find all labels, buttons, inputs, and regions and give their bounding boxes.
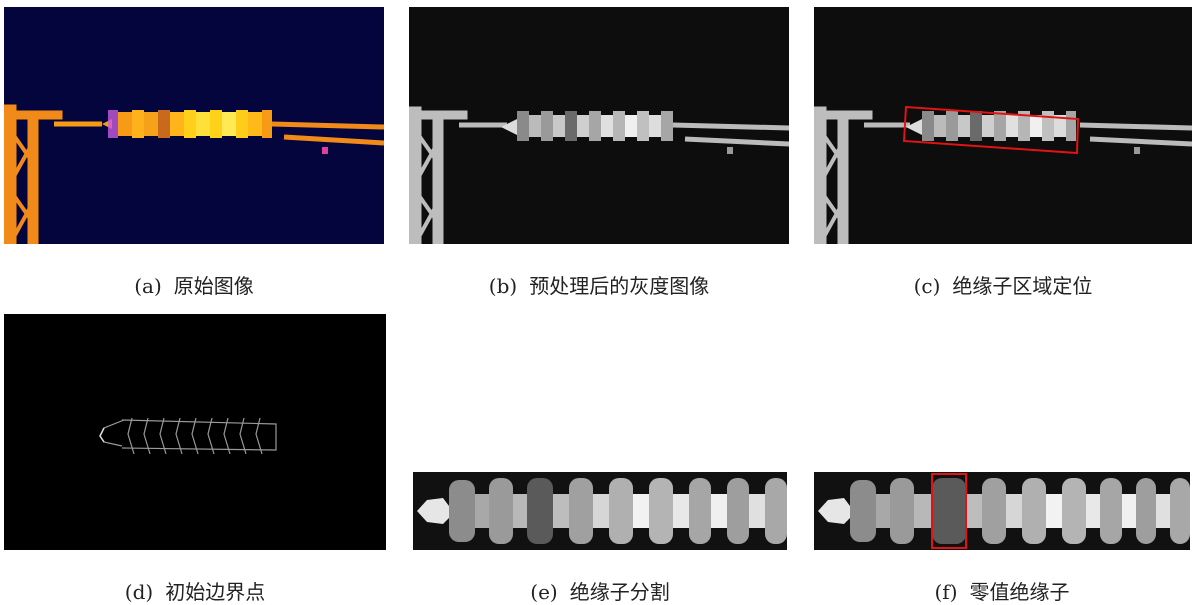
panel-c-image [814, 7, 1192, 244]
caption-e-text: 绝缘子分割 [569, 580, 670, 604]
panel-f-image [814, 472, 1190, 550]
caption-c: (c) 绝缘子区域定位 [814, 270, 1192, 299]
caption-a: (a) 原始图像 [4, 270, 384, 299]
caption-a-tag: (a) [134, 274, 162, 298]
caption-b-tag: (b) [488, 274, 518, 298]
caption-e: (e) 绝缘子分割 [413, 576, 787, 605]
panel-b-image [409, 7, 789, 244]
panel-a-image [4, 7, 384, 244]
caption-d: (d) 初始边界点 [4, 576, 386, 605]
caption-d-tag: (d) [124, 580, 154, 604]
caption-b-text: 预处理后的灰度图像 [529, 274, 710, 298]
caption-c-tag: (c) [913, 274, 941, 298]
caption-f: (f) 零值绝缘子 [814, 576, 1190, 605]
insulator-bounding-box [902, 105, 1080, 155]
caption-d-text: 初始边界点 [165, 580, 266, 604]
caption-b: (b) 预处理后的灰度图像 [409, 270, 789, 299]
caption-f-tag: (f) [934, 580, 958, 604]
caption-e-tag: (e) [530, 580, 558, 604]
panel-e-image [413, 472, 787, 550]
caption-f-text: 零值绝缘子 [969, 580, 1070, 604]
zero-value-highlight-box [931, 473, 967, 549]
caption-a-text: 原始图像 [173, 274, 254, 298]
panel-d-image [4, 314, 386, 550]
caption-c-text: 绝缘子区域定位 [952, 274, 1093, 298]
